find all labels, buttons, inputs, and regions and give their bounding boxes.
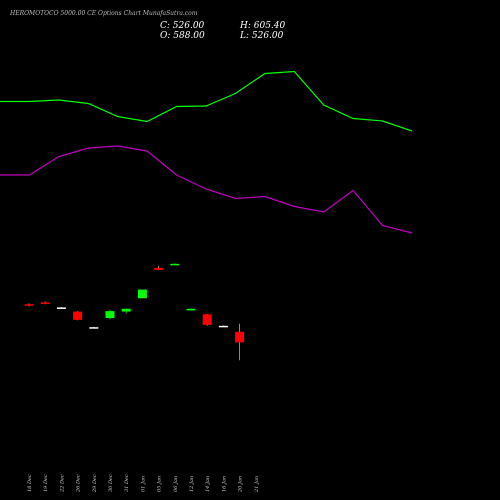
- candle-body: [40, 302, 50, 304]
- candle: [89, 326, 99, 329]
- candle-body: [218, 325, 228, 328]
- candle: [202, 313, 212, 326]
- candle: [170, 263, 180, 266]
- candle: [186, 308, 196, 311]
- x-tick-label: 20 Jan: [238, 476, 244, 493]
- close-readout: C: 526.00: [160, 21, 205, 31]
- candle: [24, 303, 34, 307]
- x-tick-label: 12 Jan: [189, 476, 195, 492]
- candle-body: [73, 311, 83, 320]
- x-tick-label: 19 Dec: [43, 474, 49, 492]
- candle-body: [121, 308, 131, 312]
- x-tick-label: 05 Jan: [157, 476, 163, 492]
- candle-body: [56, 307, 66, 309]
- candle: [137, 289, 147, 299]
- x-tick-label: 22 Dec: [59, 474, 65, 493]
- candle: [105, 309, 115, 320]
- x-tick-label: 30 Dec: [108, 474, 114, 492]
- x-tick-label: 01 Jan: [140, 476, 146, 492]
- candle: [235, 323, 245, 361]
- candles: [24, 263, 245, 361]
- low-readout: L: 526.00: [239, 31, 284, 41]
- candle: [121, 308, 131, 314]
- indicator-line-2: [0, 145, 413, 234]
- x-tick-label: 21 Jan: [254, 476, 260, 493]
- x-tick-label: 14 Jan: [205, 476, 211, 492]
- indicator-lines: [0, 70, 413, 234]
- candle-body: [170, 263, 180, 266]
- x-tick-label: 06 Jan: [173, 476, 179, 492]
- indicator-line-1: [0, 70, 413, 132]
- candle-body: [89, 327, 99, 329]
- x-tick-label: 26 Dec: [76, 474, 82, 493]
- candle-body: [154, 267, 164, 270]
- candle-body: [186, 308, 196, 311]
- x-tick-label: 18 Dec: [27, 474, 33, 492]
- candle-body: [202, 314, 212, 325]
- candle-body: [24, 304, 34, 306]
- high-readout: H: 605.40: [239, 21, 286, 31]
- x-tick-label: 29 Dec: [92, 474, 98, 493]
- open-readout: O: 588.00: [160, 31, 205, 41]
- chart-title: HEROMOTOCO 5000.00 CE Options Chart Muna…: [9, 10, 198, 17]
- candle-body: [137, 289, 147, 299]
- candle: [56, 306, 66, 309]
- candle-body: [235, 331, 245, 343]
- candle: [218, 325, 228, 328]
- x-tick-label: 31 Dec: [124, 474, 130, 492]
- candle: [40, 301, 50, 305]
- x-axis-ticks: 18 Dec 19 Dec 22 Dec 26 Dec 29 Dec 30 Dec 31 D…: [27, 474, 260, 493]
- candle-body: [105, 311, 115, 319]
- candle: [73, 311, 83, 321]
- candle: [154, 265, 164, 271]
- x-tick-label: 16 Jan: [221, 476, 227, 492]
